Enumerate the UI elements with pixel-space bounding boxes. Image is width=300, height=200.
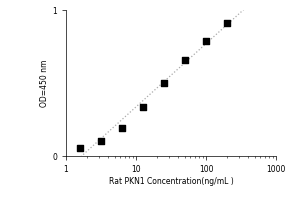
Point	[119, 126, 124, 129]
Point	[161, 82, 166, 85]
Point	[77, 146, 82, 149]
Point	[140, 105, 145, 108]
Point	[204, 39, 208, 42]
Y-axis label: OD=450 nm: OD=450 nm	[40, 59, 49, 107]
X-axis label: Rat PKN1 Concentration(ng/mL ): Rat PKN1 Concentration(ng/mL )	[109, 177, 233, 186]
Point	[98, 140, 103, 143]
Point	[182, 58, 187, 62]
Point	[225, 22, 230, 25]
